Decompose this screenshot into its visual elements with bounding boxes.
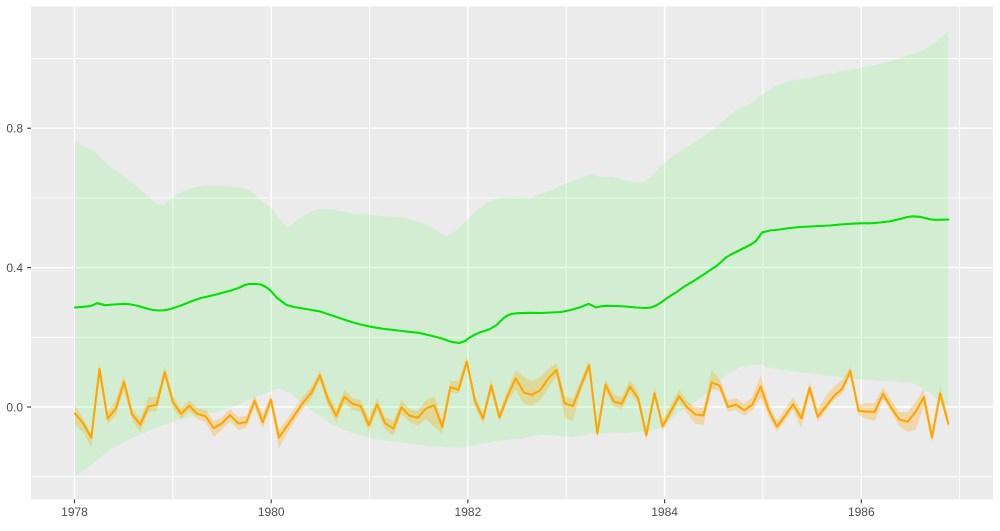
svg-text:1982: 1982 — [455, 505, 482, 519]
svg-text:1978: 1978 — [61, 505, 88, 519]
svg-text:0.8: 0.8 — [6, 122, 23, 136]
svg-text:1980: 1980 — [258, 505, 285, 519]
svg-text:0.4: 0.4 — [6, 261, 23, 275]
svg-text:0.0: 0.0 — [6, 400, 23, 414]
svg-text:1986: 1986 — [848, 505, 875, 519]
svg-text:1984: 1984 — [651, 505, 678, 519]
